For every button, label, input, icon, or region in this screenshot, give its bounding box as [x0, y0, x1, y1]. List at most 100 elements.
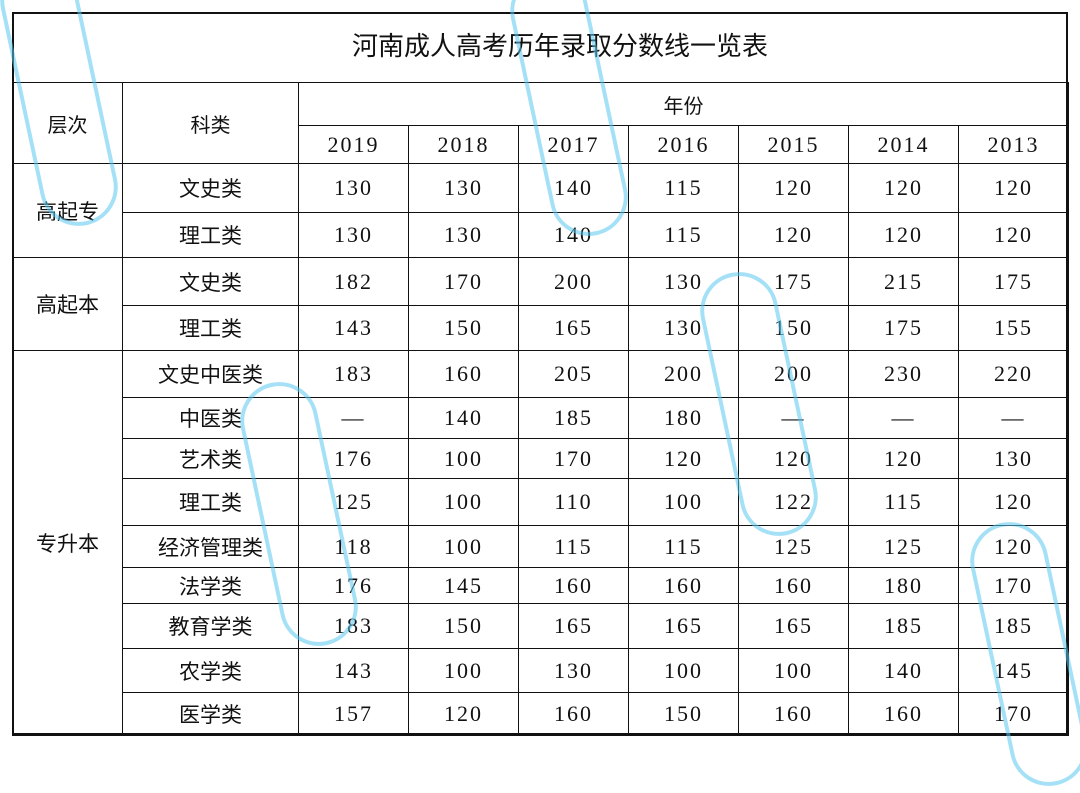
- table-row: 高起专 文史类 130 130 140 115 120 120 120: [12, 163, 1070, 258]
- header-category: 科类: [122, 82, 299, 164]
- score-cell: 140: [408, 397, 519, 439]
- score-cell: 157: [298, 692, 409, 736]
- score-cell: 160: [628, 567, 739, 604]
- score-cell: —: [298, 397, 409, 439]
- header-year-2015: 2015: [738, 125, 849, 164]
- page-title: 河南成人高考历年录取分数线一览表: [351, 32, 768, 62]
- score-cell: 115: [628, 163, 739, 213]
- category-cell: 文史类: [122, 163, 299, 213]
- score-cell: 130: [408, 163, 519, 213]
- table-row: 农学类 143 100 130 100 100 140 145: [13, 648, 1070, 693]
- score-cell: 165: [628, 603, 739, 649]
- score-table: 层次 科类 年份 2019 2018 2017 2016 2015 2014 2013 高起…: [12, 82, 1070, 736]
- score-cell: 120: [957, 163, 1070, 213]
- score-cell: 143: [298, 648, 409, 693]
- score-cell: 140: [518, 163, 629, 213]
- score-cell: 185: [848, 603, 959, 649]
- table-row: 理工类 125 100 110 100 122 115 120: [13, 478, 1070, 526]
- table-row: 法学类 176 145 160 160 160 180 170: [13, 567, 1070, 604]
- category-cell: 教育学类: [122, 603, 299, 649]
- score-cell: 100: [408, 438, 519, 479]
- score-cell: 145: [408, 567, 519, 604]
- category-cell: 理工类: [122, 478, 299, 526]
- score-cell: 115: [628, 212, 739, 258]
- score-cell: 150: [408, 603, 519, 649]
- table-row: 理工类 130 130 140 115 120 120 120: [13, 212, 1070, 258]
- score-cell: 130: [628, 305, 739, 351]
- score-cell: 150: [738, 305, 849, 351]
- score-cell: 220: [957, 350, 1070, 398]
- category-cell: 理工类: [122, 212, 299, 258]
- score-cell: 120: [738, 212, 849, 258]
- score-cell: 115: [628, 525, 739, 568]
- score-cell: 100: [408, 648, 519, 693]
- score-cell: 170: [408, 257, 519, 306]
- score-cell: 176: [298, 438, 409, 479]
- score-cell: 200: [738, 350, 849, 398]
- header-year-2018: 2018: [408, 125, 519, 164]
- table-row: 专升本 文史中医类 183 160 205 200 200 230 220: [12, 350, 1070, 736]
- score-cell: 180: [628, 397, 739, 439]
- score-cell: 143: [298, 305, 409, 351]
- score-cell: 120: [408, 692, 519, 736]
- score-cell: 115: [518, 525, 629, 568]
- score-cell: 100: [408, 478, 519, 526]
- level-cell: 高起专: [12, 163, 123, 258]
- header-year-2014: 2014: [848, 125, 959, 164]
- category-cell: 文史中医类: [122, 350, 299, 398]
- score-cell: 140: [518, 212, 629, 258]
- table-row: 教育学类 183 150 165 165 165 185 185: [13, 603, 1070, 649]
- score-cell: —: [738, 397, 849, 439]
- table-row: 中医类 —140 185 180— — —: [13, 397, 1070, 439]
- score-cell: 175: [957, 257, 1070, 306]
- header-year-2017: 2017: [518, 125, 629, 164]
- category-cell: 法学类: [122, 567, 299, 604]
- score-cell: 120: [738, 163, 849, 213]
- score-cell: 170: [957, 692, 1070, 736]
- score-cell: 120: [848, 212, 959, 258]
- score-cell: 185: [518, 397, 629, 439]
- score-cell: 120: [957, 212, 1070, 258]
- score-cell: 165: [518, 305, 629, 351]
- header-year: 年份: [297, 82, 1070, 126]
- score-cell: 110: [518, 478, 629, 526]
- category-cell: 农学类: [122, 648, 299, 693]
- table-row: 理工类 143 150 165 130 150 175 155: [13, 305, 1070, 351]
- score-cell: 180: [848, 567, 959, 604]
- score-cell: 145: [957, 648, 1070, 693]
- score-cell: 150: [628, 692, 739, 736]
- score-cell: 185: [957, 603, 1070, 649]
- score-cell: —: [848, 397, 959, 439]
- score-cell: 100: [408, 525, 519, 568]
- header-level: 层次: [12, 82, 123, 164]
- category-cell: 文史类: [122, 257, 299, 306]
- score-cell: —: [957, 397, 1070, 439]
- score-cell: 230: [848, 350, 959, 398]
- score-cell: 150: [408, 305, 519, 351]
- score-cell: 120: [848, 163, 959, 213]
- score-cell: 122: [738, 478, 849, 526]
- score-cell: 130: [408, 212, 519, 258]
- score-cell: 130: [298, 163, 409, 213]
- score-cell: 165: [738, 603, 849, 649]
- score-cell: 130: [518, 648, 629, 693]
- score-cell: 155: [957, 305, 1070, 351]
- header-year-2016: 2016: [628, 125, 739, 164]
- score-cell: 125: [738, 525, 849, 568]
- score-cell: 130: [298, 212, 409, 258]
- score-cell: 215: [848, 257, 959, 306]
- score-cell: 115: [848, 478, 959, 526]
- score-cell: 120: [957, 525, 1070, 568]
- score-cell: 130: [957, 438, 1070, 479]
- score-cell: 170: [957, 567, 1070, 604]
- score-cell: 100: [738, 648, 849, 693]
- category-cell: 艺术类: [122, 438, 299, 479]
- score-cell: 160: [848, 692, 959, 736]
- category-cell: 理工类: [122, 305, 299, 351]
- score-cell: 200: [518, 257, 629, 306]
- score-cell: 183: [298, 350, 409, 398]
- score-cell: 175: [848, 305, 959, 351]
- score-cell: 120: [957, 478, 1070, 526]
- score-cell: 165: [518, 603, 629, 649]
- header-year-2019: 2019: [298, 125, 409, 164]
